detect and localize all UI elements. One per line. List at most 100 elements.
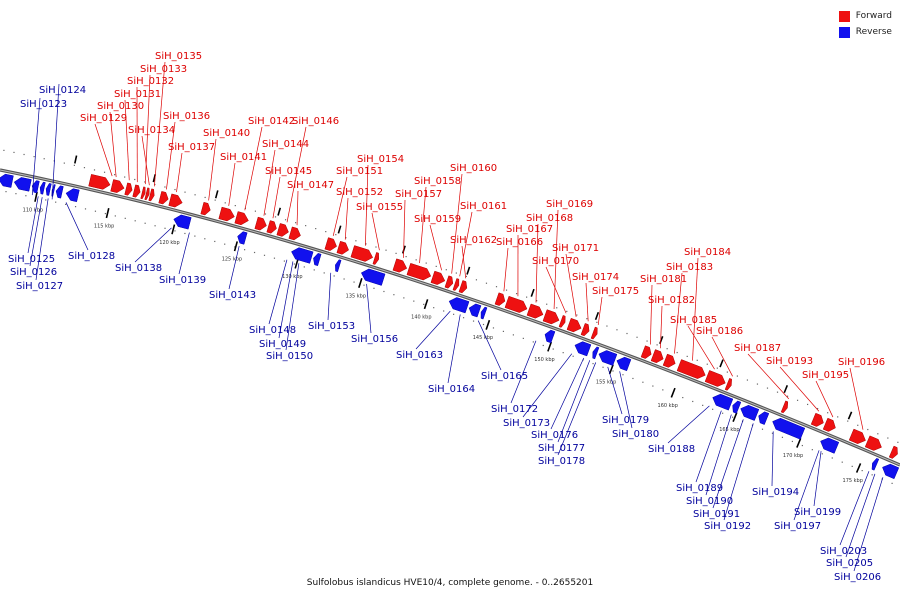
- forward-gene-arrow: [888, 445, 898, 459]
- reverse-guide-dot: [552, 348, 554, 350]
- reverse-guide-dot: [214, 240, 216, 243]
- legend-forward: Forward: [838, 8, 892, 24]
- forward-gene-leader: [141, 135, 150, 186]
- reverse-gene-leader: [712, 419, 744, 509]
- reverse-gene-label: SiH_0138: [115, 263, 162, 274]
- reverse-guide-dot: [74, 206, 77, 208]
- forward-guide-dot: [827, 412, 829, 414]
- reverse-gene-label: SiH_0176: [531, 430, 578, 441]
- reverse-gene-arrow: [173, 214, 192, 230]
- forward-gene-leader: [711, 336, 733, 377]
- scale-tick-label: 175 kbp: [843, 478, 863, 484]
- forward-guide-dot: [325, 231, 327, 233]
- reverse-gene-label: SiH_0125: [8, 254, 55, 265]
- reverse-guide-dot: [562, 352, 564, 354]
- reverse-gene-label: SiH_0163: [396, 350, 443, 361]
- legend-forward-label: Forward: [855, 11, 892, 21]
- forward-gene-arrow: [494, 292, 506, 306]
- reverse-gene-arrow: [758, 411, 770, 425]
- forward-gene-label: SiH_0131: [114, 89, 161, 100]
- forward-guide-dot: [395, 252, 397, 254]
- reverse-gene-arrow: [544, 329, 556, 344]
- forward-guide-dot: [164, 186, 166, 188]
- forward-gene-label: SiH_0175: [592, 286, 639, 297]
- reverse-guide-dot: [761, 428, 764, 430]
- reverse-gene-arrow: [732, 400, 742, 414]
- forward-gene-label: SiH_0132: [127, 76, 174, 87]
- forward-guide-dot: [284, 219, 287, 221]
- forward-gene-label: SiH_0161: [460, 201, 507, 212]
- reverse-gene-label: SiH_0177: [538, 443, 585, 454]
- scale-tick: [670, 387, 676, 398]
- forward-gene-leader: [344, 197, 349, 240]
- forward-gene-arrow: [158, 191, 169, 205]
- reverse-gene-arrow: [13, 177, 32, 192]
- forward-gene-label: SiH_0193: [766, 356, 813, 367]
- forward-guide-dot: [93, 169, 96, 171]
- forward-gene-label: SiH_0159: [414, 214, 461, 225]
- reverse-guide-dot: [811, 449, 813, 451]
- forward-gene-arrow: [200, 201, 211, 216]
- forward-gene-leader: [208, 138, 217, 201]
- reverse-guide-dot: [313, 269, 315, 271]
- forward-gene-label: SiH_0170: [532, 256, 579, 267]
- forward-gene-leader: [286, 126, 307, 223]
- scale-tick: [719, 359, 724, 368]
- reverse-guide-dot: [383, 290, 385, 293]
- forward-gene-leader: [503, 247, 509, 292]
- reverse-gene-leader: [285, 263, 300, 351]
- reverse-gene-arrow: [598, 350, 618, 366]
- forward-gene-label: SiH_0181: [640, 274, 687, 285]
- reverse-guide-dot: [94, 210, 97, 212]
- reverse-guide-dot: [5, 191, 7, 193]
- forward-gene-leader: [692, 257, 699, 361]
- reverse-gene-label: SiH_0206: [834, 572, 881, 583]
- reverse-gene-label: SiH_0153: [308, 321, 355, 332]
- legend-reverse-label: Reverse: [855, 27, 892, 37]
- forward-gene-label: SiH_0142: [248, 116, 295, 127]
- forward-gene-label: SiH_0196: [838, 357, 885, 368]
- reverse-gene-leader: [619, 371, 633, 429]
- reverse-guide-dot: [692, 400, 694, 403]
- reverse-guide-dot: [273, 257, 276, 259]
- reverse-gene-leader: [447, 314, 461, 384]
- reverse-gene-label: SiH_0188: [648, 444, 695, 455]
- scale-tick: [847, 411, 853, 420]
- forward-guide-dot: [315, 228, 317, 230]
- forward-gene-leader: [779, 366, 820, 412]
- forward-gene-arrow: [168, 193, 183, 208]
- forward-gene-arrow: [234, 211, 249, 226]
- reverse-guide-dot: [871, 474, 873, 476]
- reverse-gene-arrow: [448, 297, 470, 314]
- reverse-gene-label: SiH_0124: [39, 85, 86, 96]
- scale-tick-label: 135 kbp: [346, 293, 366, 299]
- reverse-gene-leader: [522, 353, 573, 418]
- forward-guide-dot: [786, 395, 789, 397]
- reverse-gene-arrow: [55, 185, 64, 199]
- scale-tick-label: 110 kbp: [23, 208, 43, 214]
- reverse-guide-dot: [482, 323, 485, 326]
- reverse-guide-dot: [15, 193, 17, 195]
- reverse-gene-label: SiH_0139: [159, 275, 206, 286]
- reverse-guide-dot: [682, 396, 684, 399]
- reverse-gene-label: SiH_0197: [774, 521, 821, 532]
- forward-gene-label: SiH_0185: [670, 315, 717, 326]
- reverse-gene-leader: [695, 410, 722, 483]
- reverse-gene-label: SiH_0179: [602, 415, 649, 426]
- forward-guide-dot: [455, 272, 457, 274]
- reverse-guide-dot: [572, 355, 574, 357]
- reverse-gene-arrow: [313, 253, 322, 267]
- forward-gene-arrow: [148, 188, 155, 202]
- scale-tick-label: 165 kbp: [719, 427, 739, 433]
- reverse-guide-dot: [821, 453, 823, 455]
- reverse-guide-dot: [204, 238, 206, 240]
- forward-gene-arrow: [526, 303, 544, 319]
- forward-gene-leader: [597, 296, 603, 326]
- forward-guide-dot: [706, 363, 708, 365]
- reverse-gene-label: SiH_0178: [538, 456, 585, 467]
- reverse-gene-label: SiH_0192: [704, 521, 751, 532]
- reverse-guide-dot: [602, 366, 604, 368]
- reverse-guide-dot: [652, 385, 654, 387]
- reverse-gene-arrow: [45, 183, 52, 196]
